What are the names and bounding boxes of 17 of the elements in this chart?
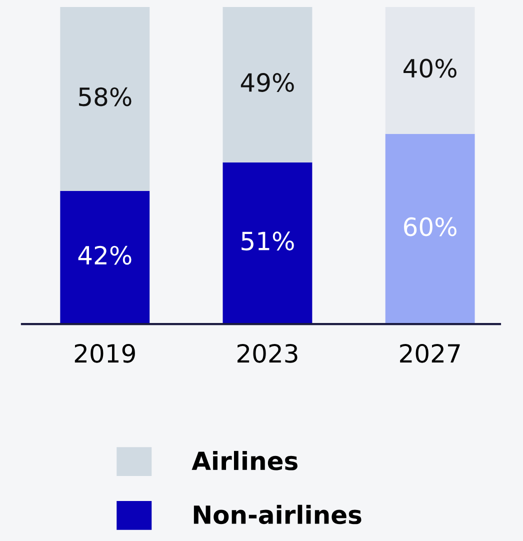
x-tick-label: 2019 — [74, 344, 135, 363]
data-label: 58% — [79, 87, 132, 106]
bar — [385, 7, 475, 134]
data-label: 40% — [404, 58, 456, 78]
data-label: 51% — [242, 232, 294, 250]
legend-label: Airlines — [192, 450, 298, 470]
data-label: 49% — [240, 73, 294, 92]
bar — [222, 162, 312, 324]
data-label: 60% — [404, 217, 456, 236]
bar — [60, 190, 150, 324]
bar — [385, 134, 475, 324]
bar — [60, 7, 150, 191]
data-label: 42% — [78, 246, 132, 265]
bar — [222, 7, 312, 162]
x-tick-label: 2023 — [238, 344, 298, 363]
x-tick-label: 2027 — [400, 344, 460, 363]
legend-label: Non-airlines — [194, 504, 362, 524]
